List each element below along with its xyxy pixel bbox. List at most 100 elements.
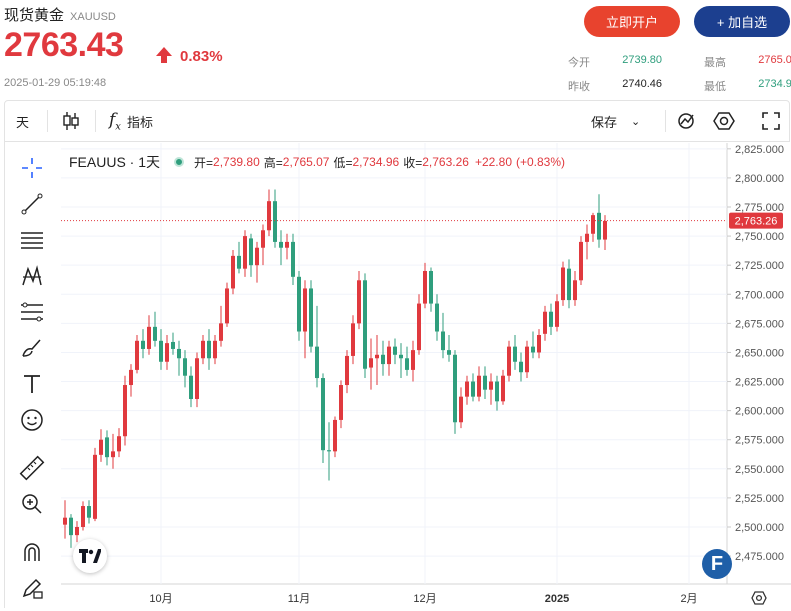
candle-body	[597, 212, 601, 240]
f-badge-icon[interactable]: F	[702, 549, 732, 579]
legend-symbol: FEAUUS · 1天	[69, 154, 161, 170]
last-price: 2763.43	[4, 26, 124, 64]
candle-body	[489, 381, 493, 390]
chevron-down-icon: ⌄	[631, 115, 641, 128]
y-tick-label: 2,775.000	[735, 202, 784, 214]
alert-icon[interactable]	[675, 101, 697, 141]
change-percent: 0.83%	[180, 48, 223, 65]
candle-body	[387, 346, 391, 365]
candle-body	[159, 340, 163, 362]
candle-body	[321, 378, 325, 451]
up-arrow-icon	[156, 47, 172, 56]
parallel-lines-icon[interactable]	[17, 225, 47, 255]
stat-low-label: 最低	[704, 81, 726, 93]
candle-body	[75, 526, 79, 536]
add-watchlist-button[interactable]: + 加自选	[694, 6, 790, 37]
market-status-icon	[174, 157, 185, 167]
y-tick-label: 2,525.000	[735, 493, 784, 505]
stat-prev-close: 昨收 2740.46	[568, 78, 662, 94]
y-tick-label: 2,575.000	[735, 435, 784, 447]
candle-body	[471, 381, 475, 397]
candle-body	[537, 334, 541, 353]
candle-body	[189, 375, 193, 399]
candle-body	[123, 385, 127, 437]
candle-body	[171, 341, 175, 349]
candle-body	[195, 358, 199, 399]
candle-body	[555, 301, 559, 327]
candle-body	[129, 369, 133, 386]
candle-body	[603, 220, 607, 240]
candle-body	[63, 517, 67, 525]
candle-body	[147, 326, 151, 349]
gear-icon[interactable]	[748, 589, 770, 607]
candle-body	[351, 323, 355, 356]
candle-body	[81, 506, 85, 527]
candle-body	[267, 201, 271, 231]
fullscreen-icon[interactable]	[761, 101, 781, 141]
pattern-icon[interactable]	[17, 261, 47, 291]
text-icon[interactable]	[17, 369, 47, 399]
fib-levels-icon[interactable]	[17, 297, 47, 327]
instrument-title: 现货黄金	[4, 7, 65, 24]
ruler-icon[interactable]	[17, 453, 47, 483]
hexagon-settings-icon[interactable]	[713, 101, 735, 141]
interval-button[interactable]: 天	[16, 114, 30, 130]
legend-low-value: 2,734.96	[352, 155, 400, 169]
y-tick-label: 2,600.000	[735, 406, 784, 418]
save-button[interactable]: 保存 ⌄	[591, 101, 640, 141]
crosshair-icon[interactable]	[17, 153, 47, 183]
candle-body	[285, 241, 289, 248]
tradingview-logo-icon[interactable]	[73, 539, 107, 573]
candle-body	[183, 358, 187, 376]
x-tick-label: 10月	[149, 593, 172, 605]
candle-body	[591, 215, 595, 234]
chart-toolbar: 天 fx 指标 保存 ⌄	[4, 100, 790, 142]
candle-body	[93, 454, 97, 519]
candle-body	[477, 375, 481, 397]
toolbar-divider	[47, 110, 48, 132]
candle-body	[495, 381, 499, 402]
zoom-in-icon[interactable]	[17, 489, 47, 519]
candle-body	[249, 238, 253, 266]
candle-body	[303, 288, 307, 332]
candle-body	[273, 201, 277, 242]
y-tick-label: 2,475.000	[735, 551, 784, 563]
candle-body	[141, 340, 145, 349]
y-tick-label: 2,700.000	[735, 289, 784, 301]
candle-body	[405, 358, 409, 370]
candle-body	[339, 385, 343, 420]
stat-high: 最高 2765.07	[704, 54, 791, 70]
emoji-icon[interactable]	[17, 405, 47, 435]
trend-line-icon[interactable]	[17, 189, 47, 219]
legend-close-label: 收=	[403, 155, 423, 170]
y-tick-label: 2,800.000	[735, 173, 784, 185]
candle-body	[153, 326, 157, 341]
candle-type-icon[interactable]	[61, 101, 81, 141]
indicators-button[interactable]: fx 指标	[109, 101, 153, 141]
magnet-icon[interactable]	[17, 537, 47, 567]
candle-body	[231, 255, 235, 289]
candle-body	[567, 268, 571, 301]
x-tick-label: 12月	[413, 593, 436, 605]
save-label: 保存	[591, 114, 618, 130]
open-account-button[interactable]: 立即开户	[584, 6, 680, 37]
candle-body	[237, 255, 241, 269]
candle-body	[519, 361, 523, 373]
candle-body	[261, 230, 265, 248]
candle-body	[543, 311, 547, 334]
candle-body	[381, 354, 385, 365]
candle-body	[393, 346, 397, 355]
legend-change-pct: (+0.83%)	[516, 155, 566, 169]
pencil-lock-icon[interactable]	[17, 573, 47, 603]
function-icon: fx	[109, 109, 121, 133]
candle-body	[513, 346, 517, 362]
candle-body	[459, 396, 463, 423]
candle-body	[507, 346, 511, 376]
candle-body	[135, 340, 139, 370]
toolbar-divider	[665, 110, 666, 132]
candle-body	[483, 375, 487, 390]
brush-icon[interactable]	[17, 333, 47, 363]
candle-body	[435, 303, 439, 332]
